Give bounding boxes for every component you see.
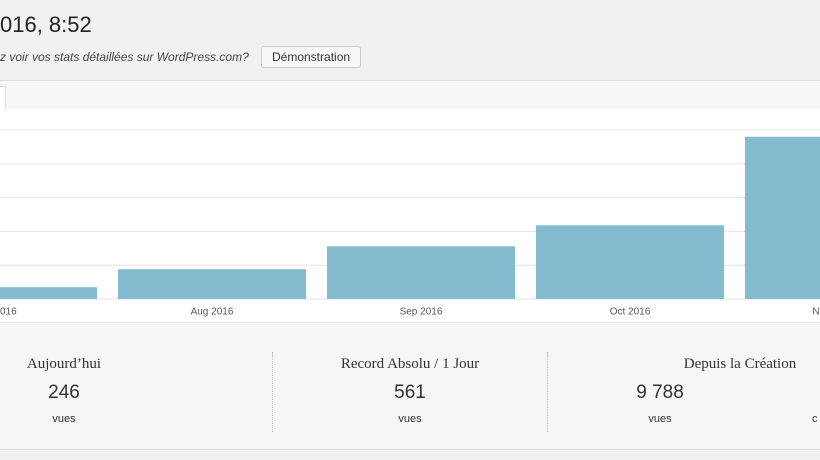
- x-tick-label: N: [812, 307, 819, 318]
- x-tick-label: Sep 2016: [400, 307, 443, 318]
- x-tick-label: Aug 2016: [191, 307, 234, 318]
- bar: [535, 225, 725, 299]
- stat-label: Aujourd’hui: [26, 356, 102, 372]
- bar: [117, 269, 307, 299]
- stat-value: 9 788: [636, 382, 684, 403]
- bar: [0, 287, 98, 299]
- title: 016, 8:52: [0, 12, 92, 37]
- tab[interactable]: [0, 86, 6, 110]
- stat-value: 561: [394, 382, 426, 403]
- bar: [744, 136, 820, 299]
- separator: [547, 352, 548, 432]
- stat-unit: vues: [52, 413, 76, 425]
- stat-unit: vues: [648, 413, 672, 425]
- stat-label: Depuis la Création: [683, 356, 797, 372]
- x-tick-label: 016: [0, 307, 17, 318]
- demo-button[interactable]: Démonstration: [261, 46, 362, 68]
- stat-label: Record Absolu / 1 Jour: [340, 356, 480, 372]
- tab-bar: [0, 80, 820, 110]
- chart: 016 Aug 2016 Sep 2016 Oct 2016 N: [0, 109, 820, 322]
- separator: [272, 352, 273, 432]
- bar: [326, 246, 516, 299]
- stat-unit: c: [812, 413, 818, 425]
- stat-unit: vues: [398, 413, 422, 425]
- prompt: z voir vos stats détaillées sur WordPres…: [0, 50, 249, 64]
- stat-value: 246: [48, 382, 80, 403]
- x-tick-label: Oct 2016: [610, 307, 651, 318]
- stats-panel: [0, 322, 820, 450]
